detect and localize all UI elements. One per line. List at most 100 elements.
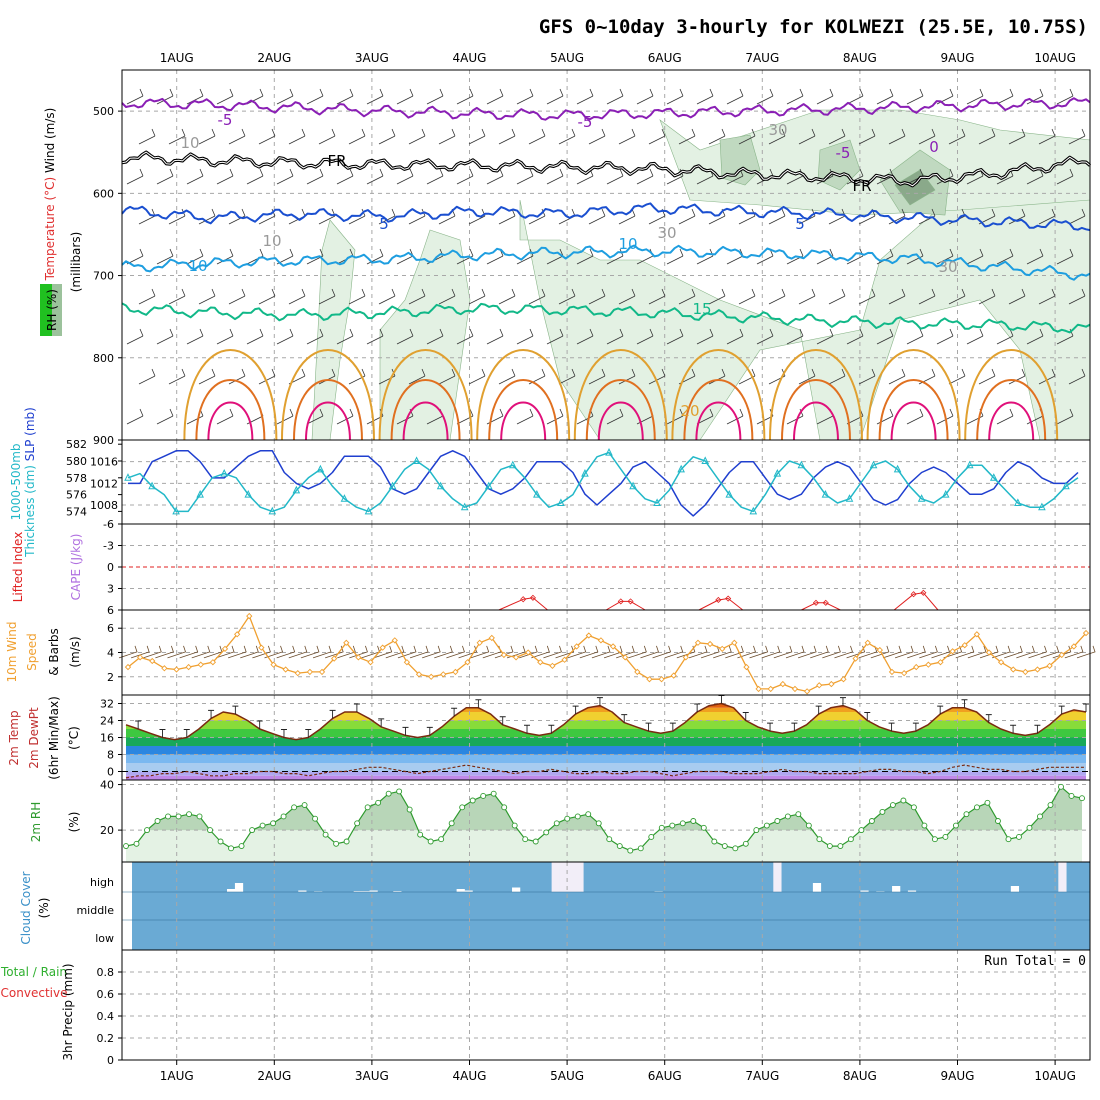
chart-title: GFS 0~10day 3-hourly for KOLWEZI (25.5E,…	[539, 16, 1088, 38]
wind-speed-marker	[1046, 662, 1053, 669]
wind-speed-marker	[258, 644, 265, 651]
wind-barb	[738, 288, 756, 305]
wind-barb	[1056, 328, 1074, 345]
isotherm-warm-tongue	[866, 349, 961, 441]
rh-2m-marker	[417, 831, 424, 838]
thickness-marker	[508, 460, 517, 469]
wind-barb	[1008, 288, 1026, 305]
panel-y-label-part: Speed	[25, 633, 39, 671]
lifted-index-line	[605, 600, 646, 611]
wind-barb	[216, 408, 234, 425]
panel-y-label-part: 10m Wind	[5, 622, 19, 683]
rh-2m-marker	[364, 804, 371, 811]
cloud-cover-high-bar	[907, 890, 917, 892]
wind-speed-marker	[1034, 666, 1041, 673]
wind-barb-10m	[967, 645, 987, 659]
wind-speed-marker	[949, 648, 956, 655]
thickness-marker	[460, 502, 469, 511]
lifted-index-line	[698, 598, 744, 611]
rh-2m-marker	[942, 833, 949, 840]
wind-barb-10m	[640, 645, 659, 659]
wind-barb-10m	[628, 645, 647, 659]
rh-2m-marker	[700, 824, 707, 831]
cloud-cover-high-bar	[773, 862, 782, 892]
panel-y-label-part: (°C)	[67, 726, 81, 750]
wind-barb	[498, 288, 516, 305]
panel-y-label: (%)	[67, 812, 81, 833]
wind-speed-marker	[646, 676, 653, 683]
wind-barb-10m	[713, 645, 732, 659]
wind-barb	[336, 88, 354, 105]
x-tick-label-bottom: 6AUG	[648, 1069, 682, 1083]
wind-barb	[1068, 208, 1086, 225]
panel-y-label: (m/s)	[68, 636, 82, 667]
rh-2m-marker	[459, 804, 466, 811]
wind-barb	[906, 408, 924, 425]
wind-barb	[456, 168, 474, 185]
temp-minmax-bar	[1058, 705, 1065, 715]
thickness-marker	[388, 481, 397, 490]
wind-speed-marker	[1070, 643, 1078, 650]
wind-barb-10m	[543, 645, 562, 659]
wind-barb	[306, 328, 324, 345]
thickness-line	[127, 451, 1079, 513]
rh-2m-marker	[522, 836, 529, 843]
wind-barb-10m	[931, 645, 950, 659]
y-tick-label-left: 578	[66, 472, 87, 485]
thickness-marker	[436, 481, 445, 490]
isotherm-line	[121, 97, 1091, 121]
thickness-marker	[629, 481, 637, 490]
wind-barb	[198, 368, 216, 385]
wind-barb	[396, 88, 414, 105]
rh-2m-marker	[133, 840, 140, 847]
cloud-cover-high-bar	[892, 886, 901, 892]
wind-speed-marker	[561, 656, 568, 663]
thickness-marker	[869, 460, 878, 469]
wind-barb	[1008, 128, 1026, 145]
wind-barb	[486, 408, 504, 425]
wind-speed-marker	[779, 680, 786, 688]
wind-speed-marker	[197, 661, 204, 668]
rh-2m-marker	[995, 818, 1001, 824]
wind-barb	[846, 168, 864, 185]
wind-speed-marker	[391, 637, 398, 644]
isotherm-warm-tongue	[292, 379, 363, 441]
wind-speed-marker	[840, 676, 847, 683]
wind-barb-10m	[555, 645, 575, 659]
wind-speed-marker	[221, 645, 229, 652]
wind-barb	[216, 168, 234, 185]
rh-2m-marker	[648, 833, 655, 840]
wind-barb	[828, 288, 846, 305]
rh-2m-marker	[585, 811, 592, 818]
y-tick-label: 6	[107, 604, 114, 617]
rh-2m-marker	[973, 804, 980, 811]
isotherm-warm-tongue	[280, 349, 375, 441]
temp-minmax-bar	[937, 705, 944, 715]
wind-barb	[1026, 328, 1044, 345]
wind-barb	[666, 248, 684, 265]
y-tick-label: middle	[76, 904, 114, 917]
wind-speed-marker	[767, 685, 774, 693]
rh-2m-marker	[564, 815, 571, 822]
lifted-index-line	[893, 592, 939, 611]
isotherm-warm-tongue	[207, 401, 254, 441]
wind-barb	[516, 408, 534, 425]
wind-speed-marker	[961, 642, 968, 649]
rh-shading-region	[659, 109, 1091, 216]
thickness-marker	[172, 506, 180, 515]
wind-barb	[288, 128, 306, 145]
wind-speed-marker	[573, 643, 580, 650]
wind-barb-10m	[264, 645, 284, 659]
wind-barb-10m	[337, 645, 356, 659]
thickness-marker	[773, 468, 782, 477]
contour-label: 10	[618, 235, 637, 253]
wind-barb	[588, 208, 606, 225]
temperature-color-band	[126, 729, 1086, 738]
temp-minmax-bar	[159, 729, 166, 738]
y-tick-label: 0	[107, 561, 114, 574]
wind-speed-marker	[185, 663, 192, 671]
panel-y-label-part: (6hr Min/Max)	[47, 696, 61, 780]
wind-speed-marker	[343, 639, 350, 646]
wind-barb	[168, 288, 186, 305]
rh-2m-marker	[889, 802, 896, 809]
